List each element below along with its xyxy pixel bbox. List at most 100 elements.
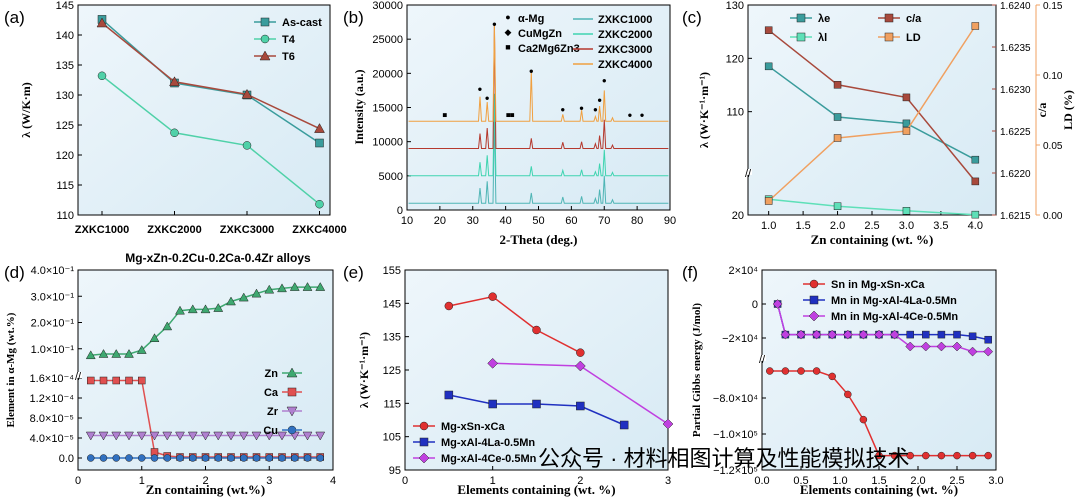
panel-d-data-point bbox=[111, 348, 122, 358]
panel-a-data-point bbox=[315, 138, 324, 148]
panel-d-data-point bbox=[162, 321, 173, 331]
panel-a-data-point bbox=[170, 128, 179, 138]
panel-c-legend-label: LD bbox=[906, 32, 921, 44]
panel-f-data-point bbox=[937, 330, 946, 339]
panel-f-data-point bbox=[967, 346, 978, 357]
panel-b-xlabel: 2-Theta (deg.) bbox=[500, 232, 578, 247]
panel-b-phase-marker: ● bbox=[492, 19, 497, 28]
panel-e-legend-label: Mg-xSn-xCa bbox=[441, 421, 505, 433]
panel-b-xtick-label: 20 bbox=[434, 215, 446, 227]
panel-c-ylabel-right2: LD (%) bbox=[1061, 90, 1075, 130]
panel-d-data-point bbox=[214, 454, 222, 462]
panel-d-data-point bbox=[87, 454, 95, 462]
panel-d-data-point bbox=[85, 350, 96, 360]
panel-c-legend-label: c/a bbox=[906, 13, 922, 25]
panel-b-phase-marker: ■ bbox=[506, 110, 511, 119]
panel-d-xtick-label: 4 bbox=[330, 475, 336, 487]
panel-f-xtick-label: 0.5 bbox=[793, 475, 808, 487]
panel-d-data-point bbox=[252, 454, 261, 462]
watermark-text: 公众号 · 材料相图计算及性能模拟技术 bbox=[538, 446, 910, 471]
panel-d-ytick-label: 4.0×10⁻⁵ bbox=[30, 433, 74, 445]
panel-c-right1-tick-label: 1.6215 bbox=[1000, 211, 1031, 222]
panel-f-xtick-label: 1.0 bbox=[832, 475, 847, 487]
panel-d-data-point bbox=[87, 376, 95, 385]
panel-f-data-point bbox=[952, 341, 962, 352]
panel-f-data-point bbox=[827, 329, 838, 340]
panel-a-data-point bbox=[314, 123, 325, 133]
panel-a-plot-area bbox=[77, 4, 331, 216]
panel-c-legend-marker bbox=[884, 32, 894, 42]
panel-f-label: (f) bbox=[682, 263, 698, 282]
panel-e-xtick-label: 1 bbox=[490, 475, 496, 487]
panel-e-legend-marker bbox=[418, 452, 430, 464]
panel-f-data-point bbox=[922, 451, 930, 460]
panel-d-xtick-label: 2 bbox=[202, 475, 208, 487]
panel-e-data-point bbox=[574, 360, 586, 372]
panel-c-label: (c) bbox=[682, 8, 702, 27]
panel-c-right1-tick-label: 1.6230 bbox=[1000, 85, 1031, 96]
panel-c-data-point bbox=[764, 62, 773, 71]
panel-a-category-label: ZXKC3000 bbox=[220, 224, 274, 236]
panel-a-ytick-label: 120 bbox=[56, 150, 74, 162]
panel-f-legend-label: Mn in Mg-xAl-4La-0.5Mn bbox=[831, 295, 957, 307]
panel-d-data-point bbox=[136, 345, 147, 354]
panel-f-data-point bbox=[859, 415, 868, 424]
panel-e-ytick-label: 115 bbox=[383, 398, 401, 410]
panel-a-legend-label: T6 bbox=[282, 51, 295, 63]
panel-a-series-line bbox=[101, 18, 320, 144]
panel-d-data-point bbox=[189, 454, 197, 462]
panel-c-xtick-label: 4.0 bbox=[968, 220, 983, 232]
panel-c-data-point bbox=[833, 113, 842, 121]
panel-b-ytick-label: 20000 bbox=[372, 68, 403, 80]
panel-e-ytick-label: 105 bbox=[383, 432, 401, 444]
panel-f-data-point bbox=[983, 346, 994, 357]
panel-d-data-point bbox=[302, 431, 313, 441]
panel-b-phase-marker: ● bbox=[560, 105, 565, 114]
panel-d-data-point bbox=[251, 288, 262, 298]
panel-f-data-point bbox=[844, 390, 852, 399]
panel-e-xlabel: Elements containing (wt. %) bbox=[457, 482, 615, 497]
panel-b-phase-marker: ● bbox=[602, 76, 607, 85]
panel-d-data-point bbox=[200, 304, 211, 314]
panel-c-ytick-label: 110 bbox=[726, 107, 744, 119]
panel-a-series-line bbox=[101, 75, 320, 205]
panel-d-data-point bbox=[316, 454, 324, 462]
panel-d-data-point bbox=[125, 454, 133, 462]
panel-a-ylabel: λ (W/K·m) bbox=[19, 82, 33, 138]
panel-c-data-point bbox=[833, 202, 842, 210]
panel-d-data-point bbox=[99, 376, 108, 385]
panel-f-ytick-label: −1.2×10⁵ bbox=[713, 465, 758, 477]
panel-f-data-point bbox=[905, 341, 916, 352]
panel-a-ytick-label: 145 bbox=[56, 0, 74, 12]
panel-c-series-line bbox=[768, 65, 976, 161]
panel-d-data-point bbox=[264, 284, 275, 294]
panel-e-data-point bbox=[488, 399, 497, 409]
panel-d-data-point bbox=[251, 431, 262, 441]
panel-c-series-line bbox=[768, 198, 976, 216]
panel-e-xtick-label: 2 bbox=[577, 475, 583, 487]
panel-f-data-point bbox=[922, 330, 930, 339]
panel-a-legend-label: As-cast bbox=[282, 17, 322, 29]
panel-d-data-point bbox=[227, 454, 235, 462]
panel-c-xtick-label: 2.0 bbox=[830, 220, 845, 232]
panel-d-data-point bbox=[187, 304, 198, 314]
panel-f-ytick-label: −1.0×10⁵ bbox=[713, 429, 758, 441]
panel-d-data-point bbox=[226, 431, 236, 441]
panel-f-data-point bbox=[811, 329, 822, 340]
panel-c-data-point bbox=[971, 155, 980, 164]
panel-c-ytick-label: 130 bbox=[726, 0, 744, 12]
panel-b-phase-legend-label: Ca2Mg6Zn3 bbox=[518, 43, 580, 55]
panel-d-data-point bbox=[201, 454, 210, 462]
panel-a-ytick-label: 110 bbox=[56, 210, 74, 222]
panel-d-ylabel: Element in α-Mg (wt.%) bbox=[5, 312, 17, 427]
panel-d-title: Mg-xZn-0.2Cu-0.2Ca-0.4Zr alloys bbox=[125, 251, 311, 265]
panel-a-data-point bbox=[241, 88, 253, 99]
panel-c-xtick-label: 3.0 bbox=[899, 220, 914, 232]
panel-d-data-point bbox=[265, 454, 273, 462]
panel-d-ytick-label: 2.0×10⁻¹ bbox=[31, 318, 75, 330]
panel-f-xlabel: Elements containing (wt. %) bbox=[800, 482, 958, 497]
panel-d-data-point bbox=[136, 431, 147, 441]
panel-f-data-point bbox=[766, 367, 774, 375]
panel-b-xtick-label: 30 bbox=[467, 215, 479, 227]
panel-d-data-point bbox=[150, 454, 159, 462]
